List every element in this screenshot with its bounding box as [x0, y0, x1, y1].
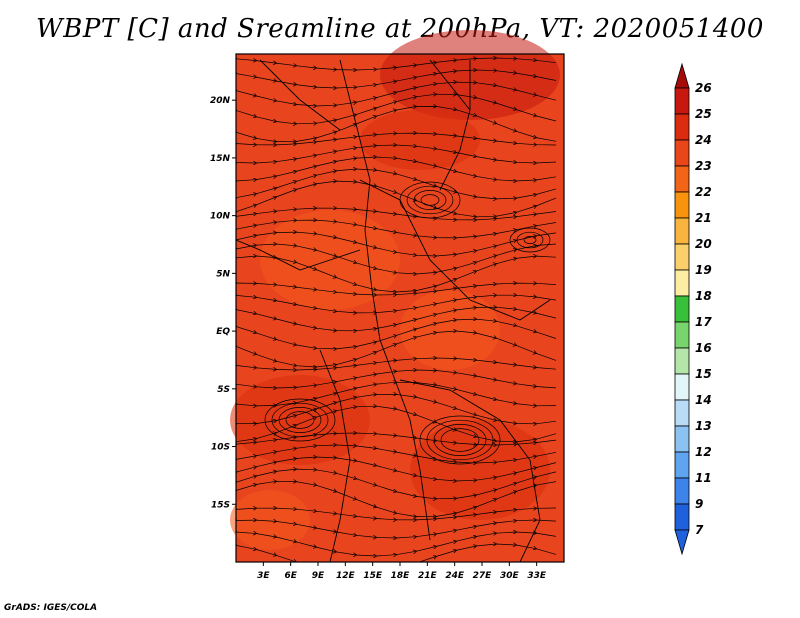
colorbar-label: 13 [695, 419, 712, 433]
border-line [236, 239, 361, 271]
colorbar-top-arrow [674, 62, 690, 89]
colorbar-bottom-arrow [674, 529, 690, 556]
colorbar-label: 15 [695, 367, 712, 381]
colorbar-swatch [674, 139, 690, 167]
colorbar-label: 12 [695, 445, 712, 459]
colorbar-swatch [674, 191, 690, 219]
colorbar-swatch [674, 503, 690, 531]
colorbar-label: 19 [695, 263, 712, 277]
colorbar-label: 23 [695, 159, 712, 173]
x-tick-label: 33E [527, 571, 547, 581]
streamline-vortex [419, 415, 501, 465]
y-axis-ticks: 20N 15N 10N 5N EQ 5S 10S 15S [210, 96, 236, 510]
streamline-vortex [523, 236, 537, 244]
streamline-vortex [285, 411, 315, 429]
colorbar-label: 20 [695, 237, 712, 251]
colorbar-label: 18 [695, 289, 712, 303]
field-patch [410, 420, 550, 520]
streamline [236, 544, 557, 562]
colorbar-swatch [674, 295, 690, 323]
y-tick-label: 10S [211, 443, 230, 453]
streamline-vortex [516, 231, 544, 249]
streamline-vortex [278, 407, 322, 433]
y-tick-label: 5S [217, 385, 230, 395]
colorbar-label: 25 [695, 107, 712, 121]
streamline-vortex [264, 398, 336, 442]
streamlines [236, 58, 557, 562]
x-tick-label: 9E [312, 571, 325, 581]
colorbar-label: 11 [695, 471, 712, 485]
streamline-vortex [271, 402, 329, 438]
x-tick-label: 24E [445, 571, 465, 581]
colorbar-swatch [674, 347, 690, 375]
colorbar-swatch [674, 87, 690, 115]
field-patch [230, 490, 310, 550]
colorbar-label: 16 [695, 341, 712, 355]
border-line [259, 59, 341, 131]
streamline-vortex [413, 190, 447, 210]
x-tick-label: 27E [473, 571, 493, 581]
colorbar-label: 21 [695, 211, 712, 225]
x-tick-label: 30E [500, 571, 520, 581]
x-tick-label: 6E [284, 571, 297, 581]
colorbar-swatch [674, 425, 690, 453]
colorbar: 26 25 24 23 22 21 20 19 18 17 16 15 14 13 12 11 9 7 [674, 62, 712, 556]
border-line [399, 379, 541, 562]
streamline-vortex [426, 419, 494, 461]
border-line [429, 59, 471, 191]
x-tick-label: 21E [418, 571, 438, 581]
colorbar-label: 9 [695, 497, 703, 511]
x-tick-label: 3E [257, 571, 270, 581]
streamline-vortex [406, 185, 454, 215]
colorbar-swatch [674, 269, 690, 297]
border-line [319, 349, 351, 562]
streamline-vortex [433, 424, 487, 456]
colorbar-label: 26 [695, 81, 712, 95]
colorbar-swatch [674, 321, 690, 349]
y-tick-label: 5N [216, 269, 230, 279]
x-tick-label: 12E [336, 571, 356, 581]
colorbar-swatch [674, 373, 690, 401]
colorbar-swatch [674, 113, 690, 141]
y-tick-label: 10N [210, 212, 231, 222]
colorbar-swatch [674, 217, 690, 245]
y-tick-label: 15N [210, 154, 231, 164]
map-title: WBPT [C] and Sreamline at 200hPa, VT: 20… [36, 14, 764, 44]
border-line [339, 59, 431, 541]
colorbar-label: 24 [695, 133, 712, 147]
colorbar-swatch [674, 243, 690, 271]
x-axis-ticks: 3E 6E 9E 12E 15E 18E 21E 24E 27E 30E 33E [257, 562, 547, 581]
colorbar-swatch [674, 477, 690, 505]
colorbar-label: 14 [695, 393, 712, 407]
field-patch [360, 110, 480, 170]
colorbar-label: 7 [695, 523, 704, 537]
border-line [359, 179, 551, 321]
y-tick-label: 20N [210, 96, 231, 106]
y-tick-label: EQ [216, 327, 230, 337]
x-tick-label: 15E [363, 571, 383, 581]
colorbar-swatch [674, 399, 690, 427]
x-tick-label: 18E [391, 571, 411, 581]
streamline-vortex [420, 194, 440, 206]
y-tick-label: 15S [211, 500, 230, 510]
colorbar-swatch [674, 451, 690, 479]
country-borders [236, 59, 551, 562]
streamline-vortex [509, 227, 551, 253]
colorbar-label: 22 [695, 185, 712, 199]
streamline-vortex [440, 428, 480, 452]
colorbar-label: 17 [695, 315, 712, 329]
credit-label: GrADS: IGES/COLA [4, 603, 98, 613]
colorbar-swatch [674, 165, 690, 193]
